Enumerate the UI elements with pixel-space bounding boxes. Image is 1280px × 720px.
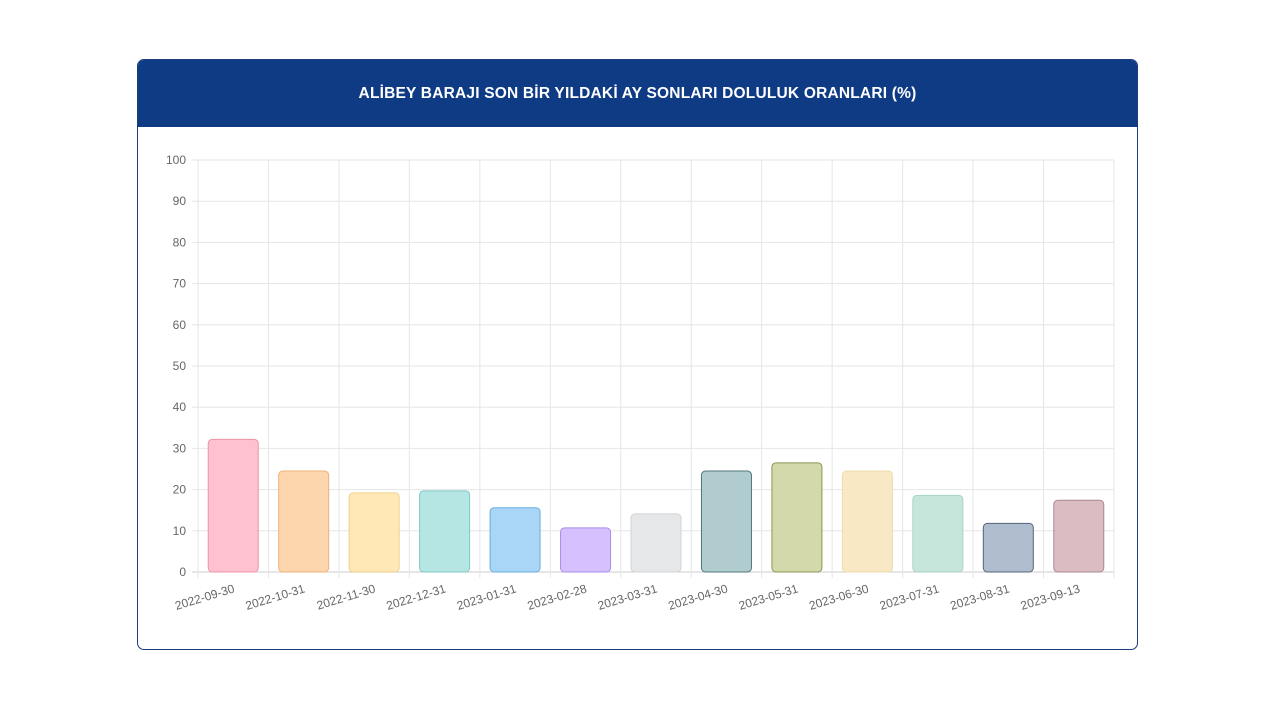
- y-tick-label: 0: [179, 565, 186, 579]
- bar-2022-09-30: [207, 438, 259, 573]
- y-tick-label: 20: [173, 483, 187, 497]
- y-tick-label: 70: [173, 277, 187, 291]
- x-tick-label: 2022-11-30: [315, 581, 377, 612]
- y-tick-label: 100: [166, 153, 186, 167]
- x-tick-label: 2023-07-31: [878, 581, 941, 612]
- bar-2023-08-31: [982, 522, 1034, 573]
- bar-2023-04-30: [700, 470, 752, 573]
- x-tick-label: 2023-03-31: [596, 581, 659, 612]
- y-tick-label: 10: [173, 524, 187, 538]
- bar-2023-07-31: [912, 494, 964, 573]
- x-tick-label: 2023-08-31: [948, 581, 1011, 612]
- bar-2022-11-30: [348, 492, 400, 573]
- x-tick-label: 2023-06-30: [807, 581, 870, 612]
- bar-2023-05-31: [771, 462, 823, 573]
- bar-2022-10-31: [278, 470, 330, 573]
- bar-2022-12-31: [419, 490, 471, 573]
- y-tick-label: 50: [173, 359, 187, 373]
- y-tick-label: 80: [173, 235, 187, 249]
- x-tick-label: 2022-10-31: [244, 581, 307, 612]
- bar-2023-09-13: [1053, 499, 1105, 573]
- bar-2023-02-28: [560, 527, 612, 573]
- x-tick-label: 2022-12-31: [385, 581, 448, 612]
- chart-title: ALİBEY BARAJI SON BİR YILDAKİ AY SONLARI…: [138, 60, 1137, 127]
- x-tick-label: 2023-01-31: [455, 581, 518, 612]
- x-tick-label: 2023-09-13: [1019, 581, 1082, 612]
- bar-2023-01-31: [489, 507, 541, 573]
- x-tick-label: 2023-04-30: [667, 581, 730, 612]
- y-tick-label: 30: [173, 441, 187, 455]
- bar-2023-06-30: [841, 470, 893, 573]
- y-tick-label: 90: [173, 194, 187, 208]
- y-tick-label: 60: [173, 318, 187, 332]
- x-tick-label: 2023-02-28: [526, 581, 589, 612]
- x-tick-label: 2023-05-31: [737, 581, 800, 612]
- x-tick-label: 2022-09-30: [173, 581, 236, 612]
- y-tick-label: 40: [173, 400, 187, 414]
- bar-2023-03-31: [630, 513, 682, 573]
